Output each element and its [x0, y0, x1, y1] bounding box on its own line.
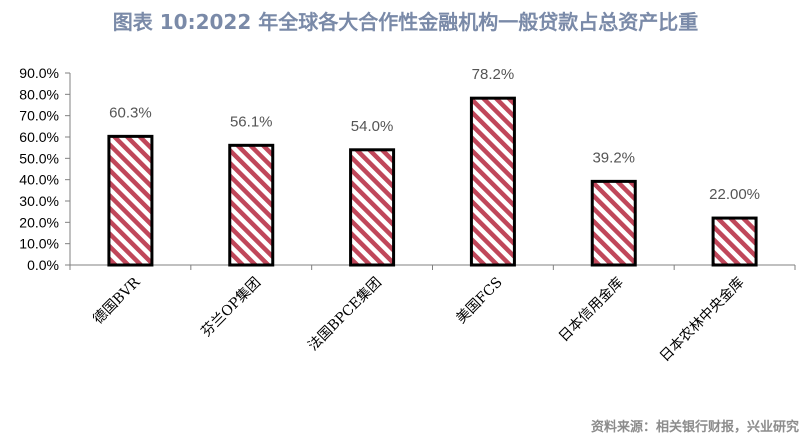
bars — [107, 96, 758, 267]
data-label: 54.0% — [351, 118, 394, 135]
bar — [590, 179, 637, 267]
y-tick-label: 0.0% — [27, 257, 59, 273]
bar — [228, 143, 275, 267]
x-tick-label: 日本农林中央金库 — [657, 275, 748, 366]
bar — [349, 148, 396, 267]
x-tick-label: 法国BPCE集团 — [305, 274, 385, 354]
data-label: 60.3% — [109, 104, 152, 121]
y-tick-label: 30.0% — [19, 193, 59, 209]
data-label: 78.2% — [472, 66, 515, 83]
data-labels: 60.3% 56.1% 54.0% 78.2% 39.2% 22.00% — [109, 66, 760, 203]
data-label: 56.1% — [230, 113, 273, 130]
x-axis-ticks: 德国BVR 芬兰OP集团 法国BPCE集团 美国FCS 日本信用金库 日本农林中央金库 — [69, 265, 796, 366]
y-tick-label: 60.0% — [19, 129, 59, 145]
data-label: 39.2% — [592, 149, 635, 166]
x-tick-label: 德国BVR — [90, 274, 143, 327]
chart-axes — [69, 73, 795, 266]
source-note: 资料来源：相关银行财报，兴业研究 — [590, 420, 799, 435]
y-tick-label: 40.0% — [19, 172, 59, 188]
y-tick-label: 80.0% — [19, 86, 59, 102]
data-label: 22.00% — [709, 186, 760, 203]
y-axis-ticks: 0.0% 10.0% 20.0% 30.0% 40.0% 50.0% 60.0% 70.0% 8… — [19, 65, 70, 273]
x-tick-label: 日本信用金库 — [556, 275, 627, 346]
y-tick-label: 20.0% — [19, 214, 59, 230]
y-tick-label: 90.0% — [19, 65, 59, 81]
bar — [711, 216, 758, 267]
y-tick-label: 10.0% — [19, 236, 59, 252]
chart-title: 图表 10:2022 年全球各大合作性金融机构一般贷款占总资产比重 — [112, 10, 699, 34]
y-tick-label: 50.0% — [19, 150, 59, 166]
x-tick-label: 芬兰OP集团 — [198, 274, 264, 340]
bar — [469, 96, 516, 267]
y-tick-label: 70.0% — [19, 108, 59, 124]
x-tick-label: 美国FCS — [453, 275, 505, 327]
bar — [107, 134, 154, 267]
